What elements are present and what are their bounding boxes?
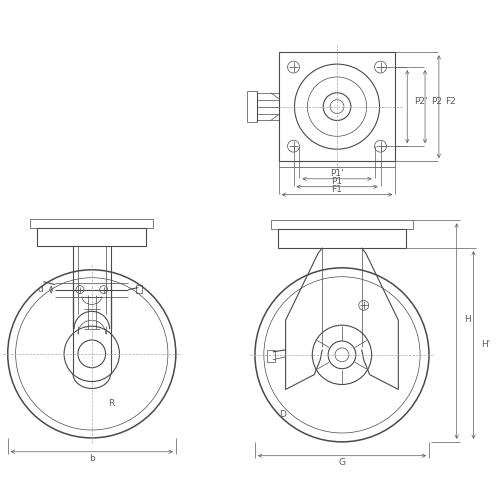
Text: R: R bbox=[108, 399, 114, 408]
Text: P2': P2' bbox=[414, 97, 428, 106]
Text: b: b bbox=[89, 454, 94, 463]
Text: F1: F1 bbox=[332, 185, 342, 194]
Text: F2: F2 bbox=[445, 97, 456, 106]
Bar bbox=[267, 350, 274, 362]
Text: P2: P2 bbox=[431, 97, 442, 106]
Bar bbox=[278, 229, 406, 248]
Text: H': H' bbox=[482, 341, 490, 349]
Bar bbox=[136, 285, 142, 292]
Text: d: d bbox=[38, 285, 44, 294]
Bar bbox=[38, 228, 146, 246]
Bar bbox=[278, 52, 396, 161]
Text: D: D bbox=[279, 410, 286, 419]
Text: G: G bbox=[338, 458, 345, 467]
Bar bbox=[30, 219, 153, 228]
Text: P1': P1' bbox=[330, 169, 344, 178]
Bar bbox=[271, 220, 413, 229]
Text: P1: P1 bbox=[332, 177, 342, 186]
Text: H: H bbox=[464, 314, 471, 324]
